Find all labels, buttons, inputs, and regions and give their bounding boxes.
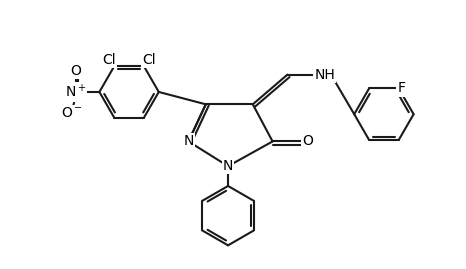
Text: O$^-$: O$^-$ [61,106,83,120]
Text: O: O [302,134,313,148]
Text: O: O [70,64,81,78]
Text: Cl: Cl [142,53,156,67]
Text: Cl: Cl [103,53,116,67]
Text: N: N [223,159,233,173]
Text: F: F [397,82,405,95]
Text: N$^+$: N$^+$ [65,83,86,101]
Text: NH: NH [314,68,335,82]
Text: N: N [183,134,194,148]
